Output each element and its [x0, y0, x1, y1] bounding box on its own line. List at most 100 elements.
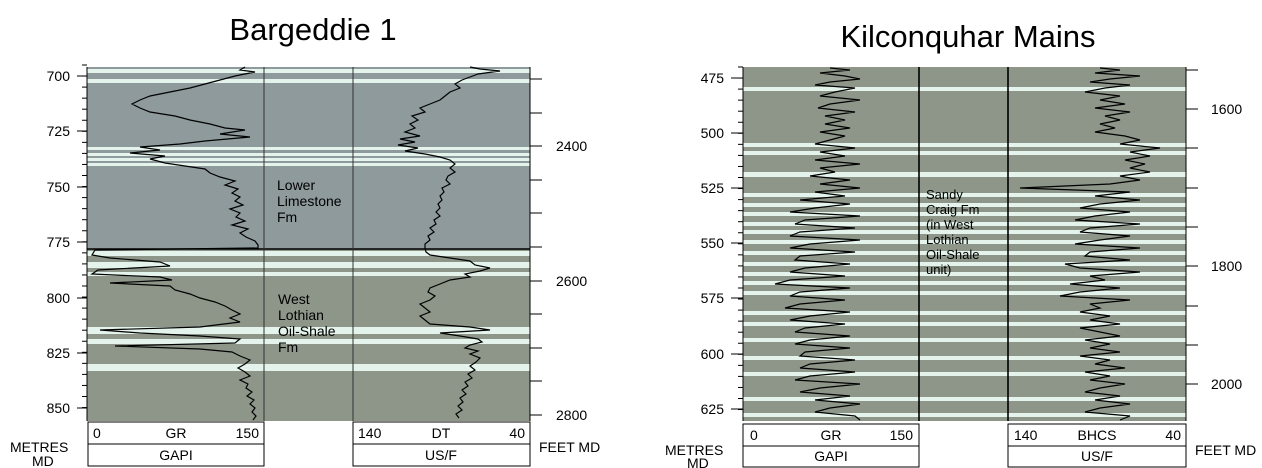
svg-text:140: 140	[1014, 427, 1038, 443]
feet-axis: 1600 1800 2000	[1185, 67, 1242, 421]
band	[743, 193, 1186, 197]
band	[743, 203, 1186, 207]
panel-bargeddie: Bargeddie 1	[10, 12, 600, 468]
panel-kilconquhar: Kilconquhar Mains	[665, 19, 1256, 468]
svg-text:GR: GR	[821, 427, 842, 443]
svg-text:Fm: Fm	[277, 209, 297, 225]
svg-text:METRES: METRES	[10, 439, 68, 455]
sand-bands	[87, 69, 530, 371]
svg-text:Oil-Shale: Oil-Shale	[926, 247, 979, 262]
svg-text:MD: MD	[32, 453, 54, 468]
band	[87, 69, 530, 73]
feet-tick-label: 2800	[556, 407, 587, 423]
metre-tick-label: 700	[47, 68, 71, 84]
svg-text:40: 40	[1165, 427, 1181, 443]
svg-text:GR: GR	[166, 425, 187, 441]
band	[87, 262, 530, 268]
band	[87, 364, 530, 371]
band	[743, 291, 1186, 295]
bhcs-curve	[1019, 67, 1161, 421]
metre-tick-label: 600	[701, 346, 725, 362]
svg-text:Limestone: Limestone	[277, 193, 342, 209]
svg-text:Lothian: Lothian	[926, 232, 969, 247]
gr-curve	[774, 67, 861, 421]
metre-tick-label: 625	[701, 401, 725, 417]
band	[743, 397, 1186, 401]
svg-text:DT: DT	[432, 425, 451, 441]
depth-unit-label: METRES MD	[665, 442, 723, 468]
dt-curve	[397, 66, 501, 419]
formation-label-lower-limestone: Lower Limestone Fm	[277, 177, 342, 225]
svg-text:MD: MD	[687, 455, 709, 468]
track-header-bhcs: 140 BHCS 40 US/F	[1007, 423, 1187, 468]
track-header-gr: 0 GR 150 GAPI	[742, 423, 920, 468]
feet-unit-label: FEET MD	[539, 439, 600, 455]
svg-text:150: 150	[890, 427, 914, 443]
metre-tick-label: 850	[47, 400, 71, 416]
band	[743, 143, 1186, 147]
band	[743, 251, 1186, 255]
band	[743, 262, 1186, 266]
svg-text:GAPI: GAPI	[814, 448, 847, 464]
svg-text:0: 0	[750, 427, 758, 443]
formation-label-sandy-craig: Sandy Craig Fm (in West Lothian Oil-Shal…	[926, 187, 979, 277]
metre-tick-label: 825	[47, 345, 71, 361]
track-header-gap	[919, 421, 1008, 468]
metre-tick-label: 725	[47, 123, 71, 139]
band	[743, 311, 1186, 315]
feet-unit-label: FEET MD	[1195, 442, 1256, 458]
svg-text:US/F: US/F	[425, 447, 457, 463]
svg-text:140: 140	[358, 425, 382, 441]
band	[743, 172, 1186, 177]
metre-tick-label: 750	[47, 179, 71, 195]
band	[87, 339, 530, 344]
svg-text:US/F: US/F	[1081, 448, 1113, 464]
metre-tick-label: 800	[47, 290, 71, 306]
feet-tick-label: 2600	[556, 273, 587, 289]
band	[87, 163, 530, 166]
feet-tick-label: 1600	[1211, 101, 1242, 117]
svg-text:Fm: Fm	[278, 339, 298, 355]
svg-text:Lothian: Lothian	[278, 307, 324, 323]
band	[87, 327, 530, 334]
band	[743, 338, 1186, 342]
band	[87, 158, 530, 161]
band	[743, 151, 1186, 155]
svg-text:0: 0	[93, 425, 101, 441]
svg-text:Sandy: Sandy	[926, 187, 963, 202]
metre-tick-label: 550	[701, 235, 725, 251]
metre-tick-label: 575	[701, 290, 725, 306]
panel-title: Kilconquhar Mains	[840, 19, 1095, 54]
svg-text:150: 150	[236, 425, 260, 441]
band	[743, 240, 1186, 244]
band	[87, 251, 530, 256]
feet-tick-label: 2400	[556, 138, 587, 154]
band	[743, 87, 1186, 91]
svg-text:METRES: METRES	[665, 442, 723, 458]
gr-curve	[90, 66, 259, 421]
track-header-dt: 140 DT 40 US/F	[352, 421, 531, 467]
svg-text:West: West	[278, 291, 310, 307]
band	[87, 147, 530, 150]
metre-tick-label: 475	[701, 70, 725, 86]
metre-axis: 475 500 525 550 575 600 625	[701, 67, 744, 421]
svg-text:Craig Fm: Craig Fm	[926, 202, 979, 217]
feet-tick-label: 1800	[1211, 258, 1242, 274]
minor-ticks	[738, 66, 743, 411]
svg-text:BHCS: BHCS	[1078, 427, 1117, 443]
feet-tick-label: 2000	[1211, 376, 1242, 392]
feet-axis: 2400 2600 2800	[529, 67, 587, 423]
band	[743, 222, 1186, 226]
svg-text:(in West: (in West	[926, 217, 974, 232]
band	[743, 281, 1186, 285]
metre-tick-label: 775	[47, 234, 71, 250]
metre-axis: 700 725 750 775 800 825 850	[47, 64, 88, 421]
formation-label-west-lothian: West Lothian Oil-Shale Fm	[278, 291, 336, 355]
band	[743, 272, 1186, 276]
svg-text:unit): unit)	[926, 262, 951, 277]
panel-title: Bargeddie 1	[229, 12, 396, 47]
metre-tick-label: 500	[701, 125, 725, 141]
band	[743, 372, 1186, 376]
svg-text:Oil-Shale: Oil-Shale	[278, 323, 336, 339]
